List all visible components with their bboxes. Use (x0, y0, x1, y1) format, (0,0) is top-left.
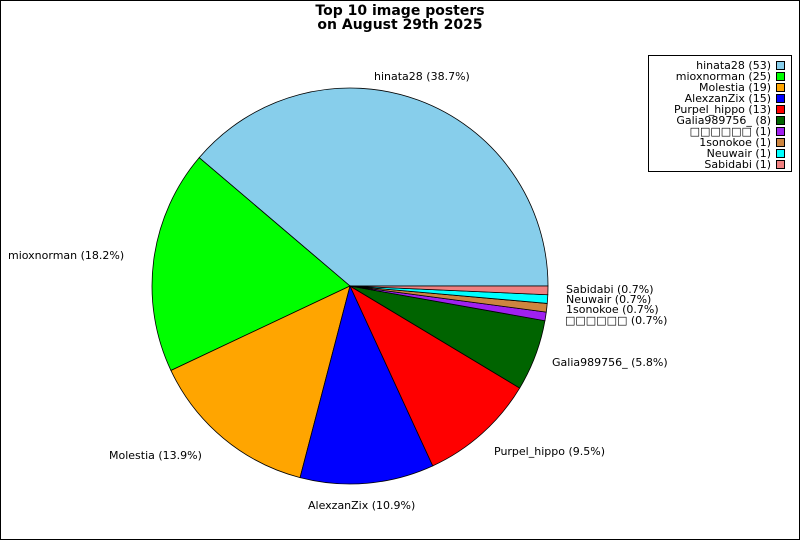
slice-label-2: mioxnorman (18.2%) (8, 249, 124, 262)
legend-item: Sabidabi (1) (704, 159, 785, 170)
legend-item: mioxnorman (25) (676, 71, 785, 82)
pie-slice-4 (299, 284, 434, 485)
legend-label: mioxnorman (25) (675, 70, 771, 83)
legend-item: Neuwair (1) (707, 148, 785, 159)
legend-label: Sabidabi (1) (704, 158, 771, 171)
legend-label: □□□□□□ (1) (689, 125, 771, 138)
slice-label-7: □□□□□□ (0.7%) (565, 314, 667, 327)
legend-swatch (776, 116, 785, 125)
chart-title: Top 10 image posters on August 29th 2025 (1, 4, 799, 32)
legend-swatch (776, 61, 785, 70)
chart-legend: hinata28 (53) mioxnorman (25) Molestia (19… (648, 55, 792, 172)
legend-item: 1sonokoe (1) (699, 137, 785, 148)
legend-label: hinata28 (53) (696, 59, 771, 72)
slice-label-1: hinata28 (38.7%) (374, 70, 470, 83)
slice-label-8: 1sonokoe (0.7%) (566, 303, 659, 316)
pie-slice-5 (349, 284, 521, 467)
slice-label-6: Galia989756_ (5.8%) (552, 356, 668, 369)
chart-title-line-1: Top 10 image posters (315, 3, 485, 19)
legend-label: Galia989756_ (8) (676, 114, 771, 127)
slice-label-3: Molestia (13.9%) (109, 449, 202, 462)
legend-item: Galia989756_ (8) (676, 115, 785, 126)
legend-swatch (776, 94, 785, 103)
legend-label: Neuwair (1) (706, 147, 771, 160)
legend-item: hinata28 (53) (696, 60, 785, 71)
legend-swatch (776, 160, 785, 169)
slice-label-4: AlexzanZix (10.9%) (308, 499, 415, 512)
legend-swatch (776, 127, 785, 136)
legend-swatch (776, 149, 785, 158)
legend-label: Molestia (19) (699, 81, 771, 94)
legend-label: 1sonokoe (1) (699, 136, 771, 149)
slice-label-5: Purpel_hippo (9.5%) (494, 445, 605, 458)
legend-item: Purpel_hippo (13) (674, 104, 785, 115)
pie-slice-10 (349, 285, 549, 296)
legend-swatch (776, 138, 785, 147)
legend-swatch (776, 83, 785, 92)
legend-label: AlexzanZix (15) (684, 92, 771, 105)
legend-label: Purpel_hippo (13) (673, 103, 771, 116)
slice-label-9: Neuwair (0.7%) (566, 293, 651, 306)
legend-swatch (776, 105, 785, 114)
slice-label-10: Sabidabi (0.7%) (566, 283, 654, 296)
pie-slice-1 (198, 87, 549, 287)
pie-slice-3 (170, 285, 351, 479)
chart-title-line-2: on August 29th 2025 (317, 17, 483, 33)
legend-item: Molestia (19) (699, 82, 785, 93)
pie-slice-2 (151, 157, 351, 371)
legend-swatch (776, 72, 785, 81)
legend-item: AlexzanZix (15) (685, 93, 785, 104)
legend-item: □□□□□□ (1) (690, 126, 785, 137)
